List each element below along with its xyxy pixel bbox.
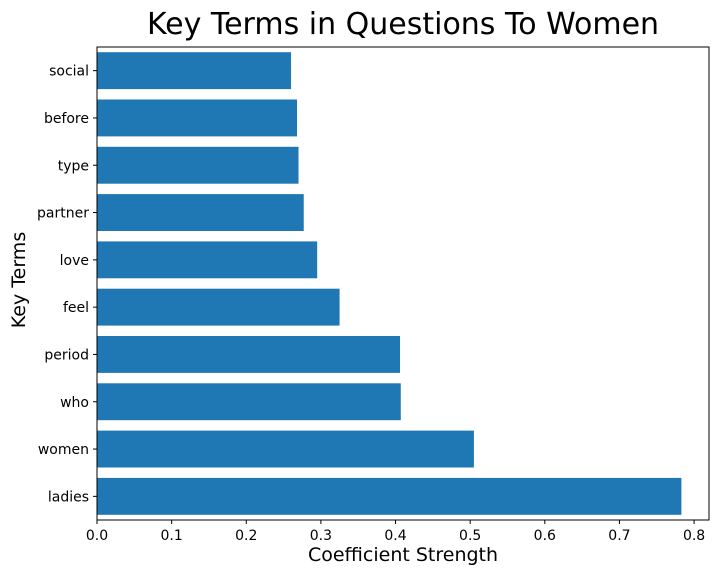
x-tick-label: 0.4 xyxy=(384,528,406,544)
y-tick-label: women xyxy=(38,442,89,458)
x-tick-label: 0.1 xyxy=(161,528,183,544)
x-tick-label: 0.2 xyxy=(235,528,257,544)
y-tick-label: feel xyxy=(63,300,89,316)
x-tick-label: 0.5 xyxy=(459,528,481,544)
x-axis-label: Coefficient Strength xyxy=(308,544,498,566)
bars-group xyxy=(97,52,682,515)
y-tick-label: before xyxy=(44,111,89,127)
x-tick-label: 0.8 xyxy=(683,528,705,544)
bar-women xyxy=(97,430,474,468)
bar-before xyxy=(97,99,298,137)
x-tick-label: 0.7 xyxy=(608,528,630,544)
y-tick-label: who xyxy=(60,395,89,411)
bar-feel xyxy=(97,288,340,326)
x-tick-label: 0.0 xyxy=(86,528,108,544)
bar-who xyxy=(97,383,401,421)
y-tick-label: period xyxy=(44,347,89,363)
y-axis-label: Key Terms xyxy=(8,232,30,328)
y-tick-label: ladies xyxy=(48,489,89,505)
bar-period xyxy=(97,336,401,373)
bar-social xyxy=(97,52,292,90)
y-tick-labels: ladies women who period feel love partner type b… xyxy=(37,64,97,505)
plot-frame xyxy=(96,46,710,521)
bar-love xyxy=(97,241,318,279)
bar-ladies xyxy=(97,477,682,515)
y-tick-label: social xyxy=(49,64,89,80)
bar-partner xyxy=(97,194,304,231)
y-tick-label: type xyxy=(58,158,89,174)
x-tick-label: 0.6 xyxy=(534,528,556,544)
x-ticks: 0.0 0.1 0.2 0.3 0.4 0.5 0.6 0.7 0.8 xyxy=(86,520,705,544)
y-tick-label: partner xyxy=(37,206,89,222)
x-tick-label: 0.3 xyxy=(310,528,332,544)
chart-title: Key Terms in Questions To Women xyxy=(147,7,659,42)
y-tick-label: love xyxy=(60,253,89,269)
bar-type xyxy=(97,146,299,184)
